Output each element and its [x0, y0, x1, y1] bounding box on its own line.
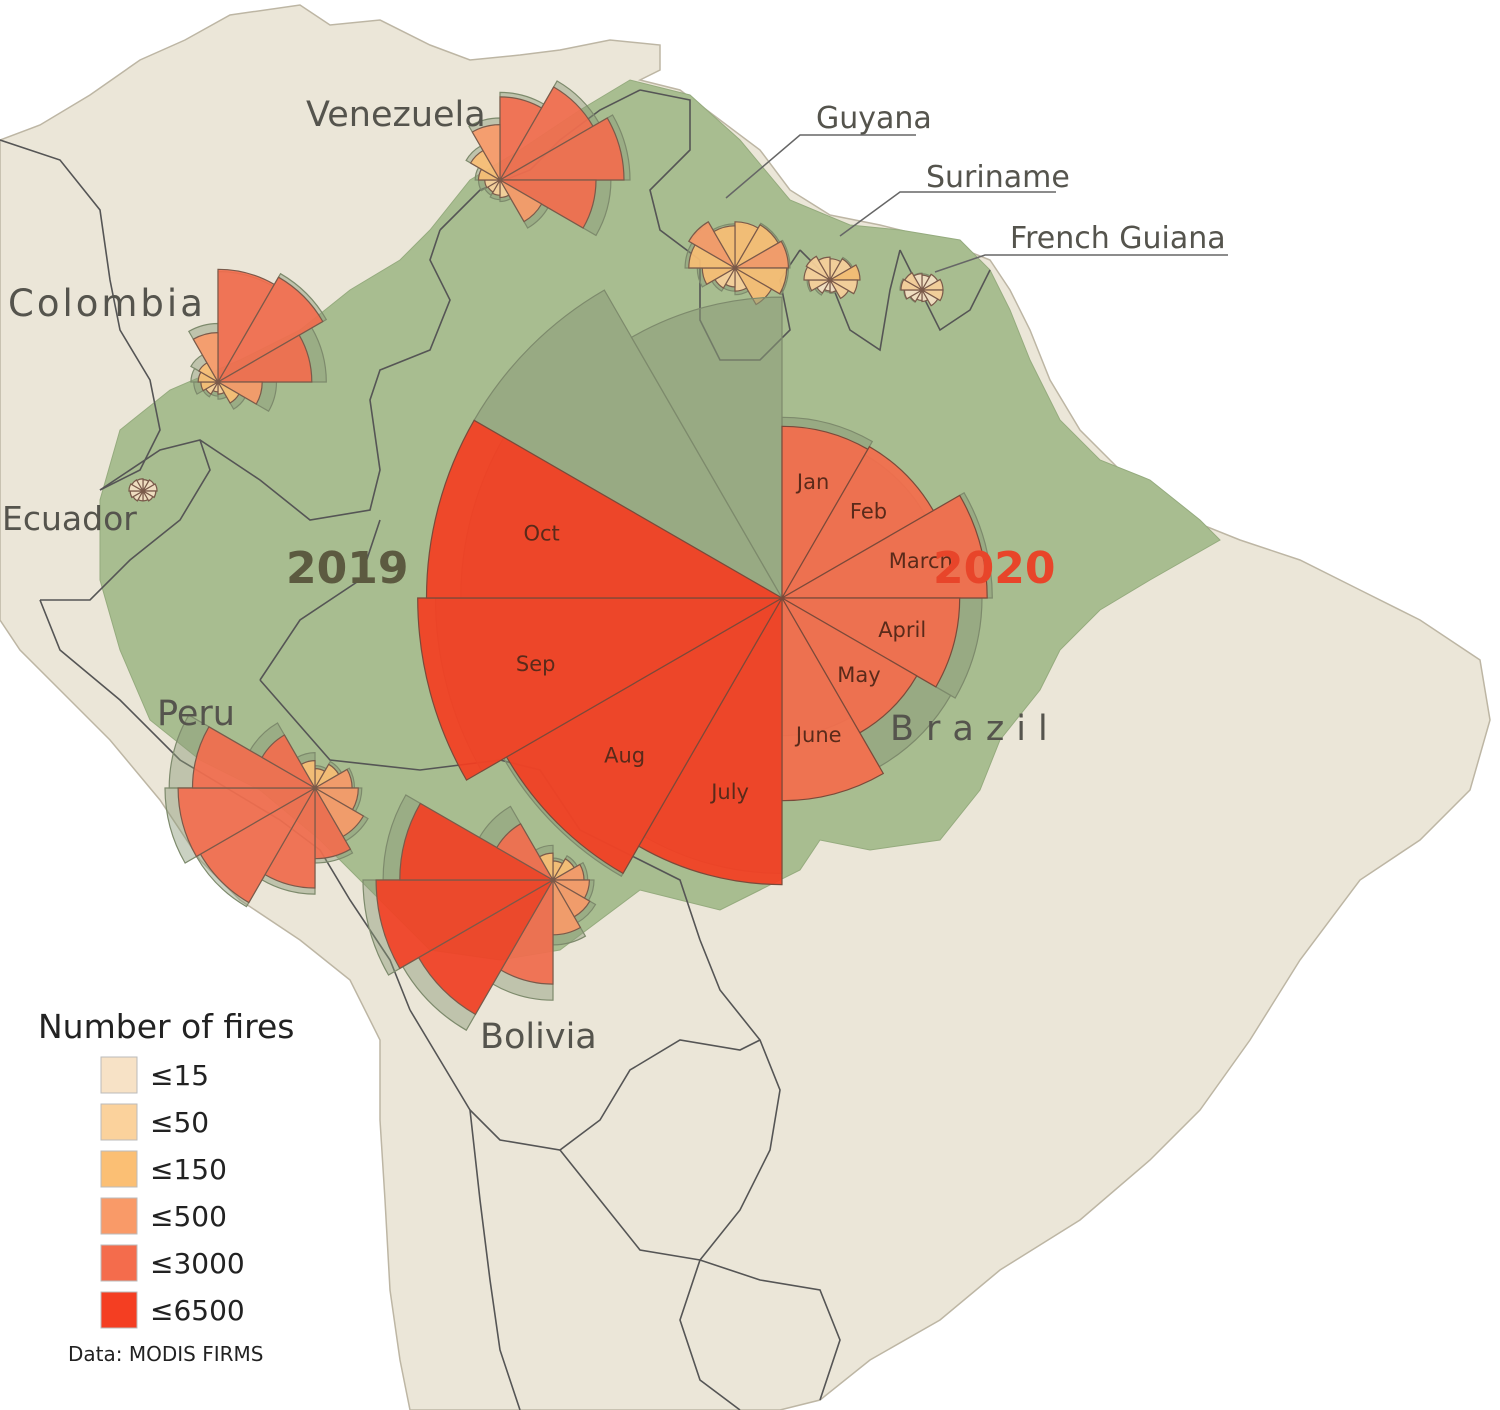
- rose-suriname-2020-5: [829, 277, 837, 293]
- brazil-2020-wedge-oct: [425, 419, 785, 599]
- month-label-april: April: [878, 618, 926, 642]
- rose-colombia-2020-2: [215, 334, 313, 383]
- rose-colombia: [187, 268, 328, 413]
- rose-guyana-2020-3: [732, 267, 788, 295]
- month-label-sep: Sep: [516, 652, 556, 676]
- legend-swatch-3000: [100, 1244, 138, 1282]
- rose-colombia-2020-11: [192, 331, 219, 385]
- label-suriname: Suriname: [926, 160, 1070, 195]
- brazil-2019-wedge-dec: [630, 296, 783, 601]
- month-label-oct: Oct: [523, 522, 559, 546]
- rose-ecuador-2020-4: [141, 489, 154, 502]
- rose-colombia-2020-3: [215, 381, 263, 405]
- rose-bolivia-2020-11: [538, 852, 554, 883]
- brazil-2020-wedge-april: [779, 597, 961, 688]
- rose-bolivia-2020-8: [375, 879, 556, 970]
- rose-ecuador-2020-10: [131, 479, 145, 493]
- country-rose-charts: [128, 80, 944, 1032]
- rose-venezuela-2020-4: [498, 178, 543, 223]
- legend-swatch-15: [100, 1056, 138, 1094]
- legend-label-6500: ≤6500: [150, 1294, 245, 1327]
- brazil-2020-wedge-feb: [780, 445, 935, 600]
- rose-venezuela: [465, 80, 631, 237]
- legend-label-150: ≤150: [150, 1153, 227, 1186]
- brazil-2020-wedge-sep: [417, 597, 785, 781]
- month-label-jan: Jan: [795, 470, 829, 494]
- rose-french-guiana: [899, 271, 944, 307]
- legend-swatch-500: [100, 1197, 138, 1235]
- rose-colombia-2020-1: [216, 276, 324, 384]
- legend-swatch-6500: [100, 1291, 138, 1329]
- rose-guyana-2020-10: [687, 220, 737, 270]
- month-label-aug: Aug: [604, 743, 645, 767]
- year-2019-label: 2019: [286, 543, 408, 594]
- rose-guyana-2020-11: [713, 225, 736, 271]
- rose-peru: [164, 714, 369, 908]
- legend-label-500: ≤500: [150, 1200, 227, 1233]
- rose-suriname-2020-2: [827, 264, 861, 281]
- label-brazil: Brazil: [890, 709, 1060, 749]
- legend-title: Number of fires: [38, 1007, 294, 1046]
- rose-peru-2020-9: [191, 725, 318, 789]
- month-label-march: March: [889, 549, 953, 573]
- rose-bolivia: [362, 794, 597, 1032]
- rose-peru-2020-11: [300, 759, 316, 791]
- rose-suriname-2020-11: [817, 256, 831, 283]
- label-ecuador: Ecuador: [2, 499, 137, 538]
- rose-french-guiana-2020-4: [920, 288, 939, 307]
- rose-colombia-2020-5: [217, 379, 225, 395]
- rose-ecuador-2020-2: [140, 483, 158, 492]
- rose-guyana-2020-2: [732, 240, 790, 269]
- label-venezuela: Venezuela: [306, 95, 486, 135]
- month-label-feb: Feb: [850, 500, 887, 524]
- month-label-july: July: [709, 780, 749, 804]
- rose-suriname: [803, 255, 861, 300]
- rose-guyana: [684, 220, 791, 306]
- rose-venezuela-2020-11: [471, 123, 501, 183]
- rose-ecuador-2020-11: [136, 478, 144, 494]
- rose-peru-2020-10: [261, 734, 317, 790]
- rose-venezuela-2020-2: [497, 117, 625, 181]
- label-peru: Peru: [157, 694, 235, 734]
- legend-swatch-150: [100, 1150, 138, 1188]
- legend-swatch-50: [100, 1103, 138, 1141]
- rose-venezuela-2020-5: [499, 177, 510, 199]
- rose-suriname-2020-4: [828, 278, 850, 300]
- rose-colombia-2020-4: [216, 380, 240, 404]
- brazil-2019-wedge-nov: [473, 289, 784, 600]
- brazil-2020-wedge-march: [779, 494, 988, 599]
- rose-venezuela-2020-3: [497, 179, 597, 229]
- rose-french-guiana-2020-10: [903, 271, 924, 292]
- rose-french-guiana-2020-5: [921, 287, 929, 303]
- month-label-june: June: [794, 723, 842, 747]
- brazil-2020-wedge-july: [637, 595, 783, 886]
- rose-bolivia-2020-9: [399, 802, 556, 881]
- rose-peru-2020-8: [177, 787, 318, 858]
- label-guyana: Guyana: [816, 101, 932, 136]
- label-french-guiana: French Guiana: [1010, 221, 1226, 256]
- label-colombia: Colombia: [8, 282, 206, 325]
- brazil-2020-wedge-jan: [781, 425, 869, 601]
- leader-lines: [725, 134, 1228, 273]
- label-bolivia: Bolivia: [480, 1017, 597, 1057]
- rose-suriname-2020-10: [805, 255, 832, 282]
- legend-label-15: ≤15: [150, 1059, 209, 1092]
- brazil-rose-chart: Jan Feb March April May June July Aug Sep Oct: [417, 289, 993, 886]
- year-2020-label: 2020: [933, 543, 1055, 594]
- brazil-2020-wedge-aug: [505, 596, 784, 875]
- legend-label-3000: ≤3000: [150, 1247, 245, 1280]
- brazil-2020-wedge-june: [781, 595, 885, 802]
- rose-guyana-2020-5: [734, 265, 748, 292]
- rose-french-guiana-2020-11: [913, 273, 923, 293]
- month-label-may: May: [837, 663, 880, 687]
- rose-ecuador: [128, 478, 158, 502]
- legend: Number of fires ≤15 ≤50 ≤150 ≤500 ≤3000 …: [38, 1007, 294, 1366]
- legend-label-50: ≤50: [150, 1106, 209, 1139]
- rose-bolivia-2020-10: [495, 822, 555, 882]
- data-source: Data: MODIS FIRMS: [68, 1342, 263, 1366]
